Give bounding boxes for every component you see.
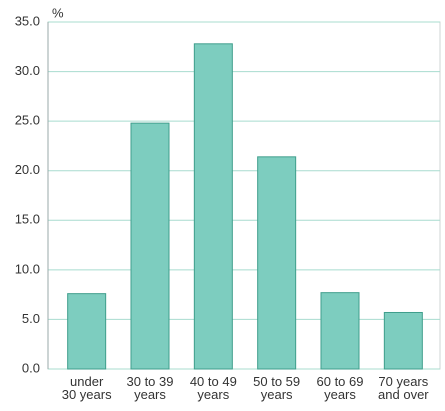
bar [193,43,233,370]
bar [320,292,360,370]
y-tick-label: 15.0 [15,212,40,227]
bar [130,122,170,370]
y-tick-label: 10.0 [15,261,40,276]
bar [383,311,423,370]
x-tick-label: 40 to 49 years [190,374,237,402]
bar [67,293,107,370]
bar [257,156,297,370]
x-tick-label: 30 to 39 years [127,374,174,402]
x-tick-label: 60 to 69 years [317,374,364,402]
y-tick-label: 30.0 [15,63,40,78]
x-tick-label: under 30 years [62,374,112,402]
y-unit: % [52,5,64,20]
y-tick-label: 0.0 [22,360,40,375]
y-tick-label: 25.0 [15,113,40,128]
y-tick-label: 20.0 [15,162,40,177]
y-tick-label: 35.0 [15,13,40,28]
y-tick-label: 5.0 [22,311,40,326]
x-tick-label: 70 years and over [378,374,429,402]
x-tick-label: 50 to 59 years [253,374,300,402]
plot-frame [47,21,441,370]
